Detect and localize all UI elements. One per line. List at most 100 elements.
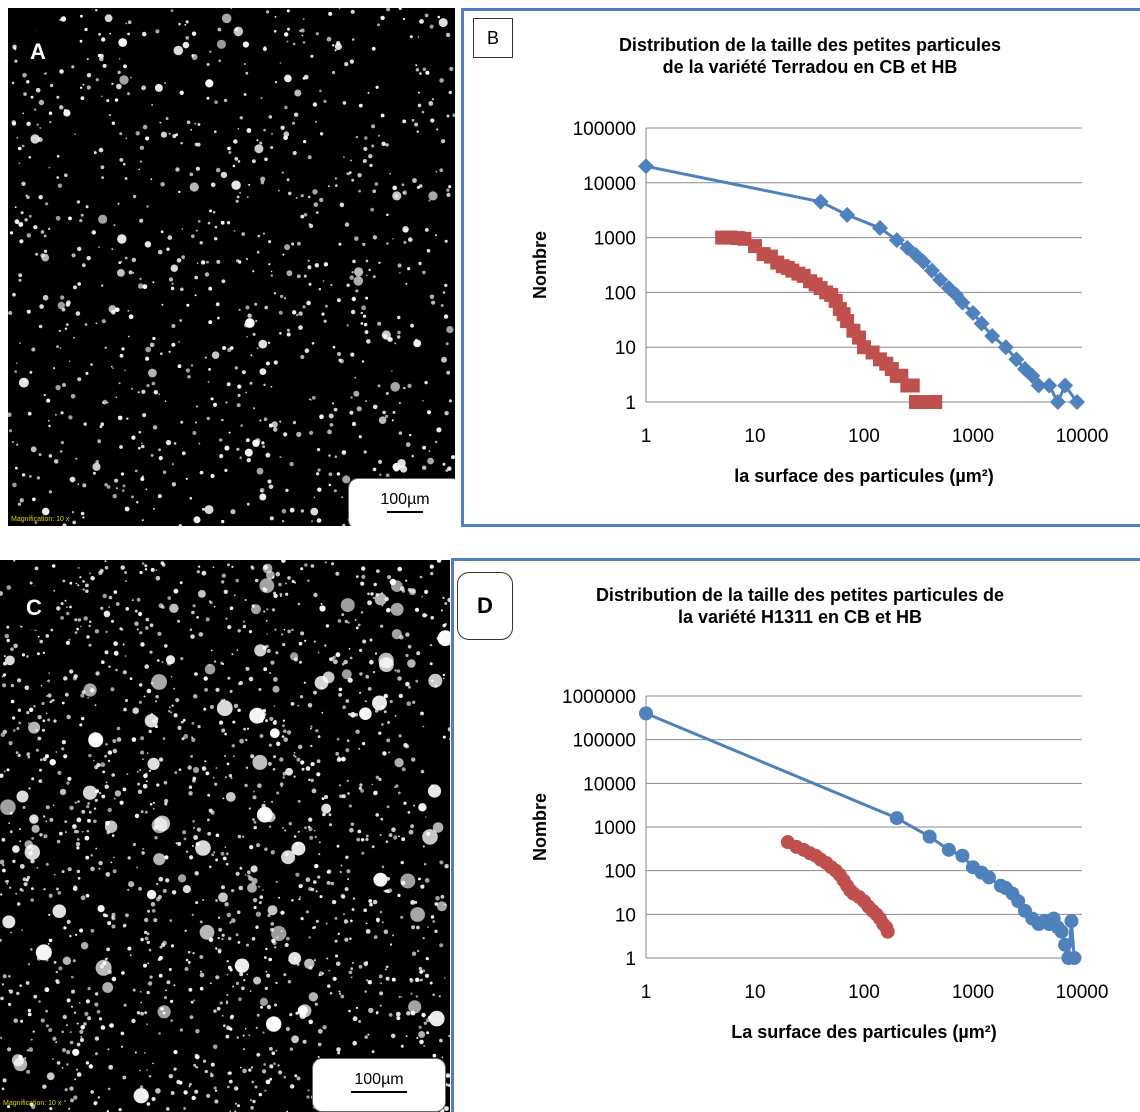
micrograph-c-particle bbox=[310, 725, 313, 728]
micrograph-c-particle bbox=[444, 622, 448, 626]
micrograph-c-particle bbox=[71, 989, 75, 994]
micrograph-c-particle bbox=[164, 644, 168, 648]
micrograph-c-particle bbox=[166, 980, 171, 985]
micrograph-c-particle bbox=[285, 936, 290, 941]
micrograph-c-particle bbox=[287, 629, 291, 634]
micrograph-a-particle bbox=[334, 455, 338, 459]
micrograph-a-particle bbox=[246, 336, 248, 338]
micrograph-c-particle bbox=[16, 727, 20, 730]
micrograph-a-particle bbox=[195, 405, 198, 408]
chart-d-series-0-point bbox=[1011, 894, 1026, 909]
micrograph-a-particle bbox=[372, 404, 378, 410]
micrograph-c-particle bbox=[262, 563, 273, 574]
micrograph-c-particle bbox=[167, 596, 171, 600]
micrograph-c-particle bbox=[97, 1096, 101, 1099]
micrograph-c-particle bbox=[123, 707, 127, 712]
micrograph-a-particle bbox=[104, 483, 108, 487]
micrograph-a-particle bbox=[363, 322, 368, 327]
micrograph-c-particle bbox=[170, 1091, 175, 1095]
micrograph-a-particle bbox=[206, 416, 210, 421]
micrograph-c-particle bbox=[258, 1092, 262, 1097]
micrograph-a-particle bbox=[19, 239, 24, 244]
micrograph-a-particle bbox=[98, 214, 108, 224]
micrograph-c-particle bbox=[170, 676, 173, 678]
micrograph-c-particle bbox=[212, 1044, 218, 1050]
micrograph-c-particle bbox=[191, 845, 194, 847]
micrograph-c-particle bbox=[321, 972, 325, 975]
chart-b-series-0-point bbox=[984, 328, 1001, 345]
micrograph-a-particle bbox=[48, 490, 53, 494]
micrograph-c-particle bbox=[253, 976, 262, 985]
micrograph-c-particle bbox=[349, 937, 352, 940]
micrograph-c-particle bbox=[161, 563, 166, 567]
micrograph-c-particle bbox=[261, 808, 266, 813]
micrograph-c-particle bbox=[410, 900, 416, 905]
micrograph-a-particle bbox=[370, 207, 375, 212]
micrograph-a-particle bbox=[264, 157, 268, 162]
micrograph-c-particle bbox=[69, 805, 74, 811]
micrograph-a-particle bbox=[11, 81, 15, 85]
micrograph-a-particle bbox=[59, 450, 63, 453]
chart-d-series-0-point bbox=[639, 706, 653, 721]
micrograph-a-particle bbox=[100, 422, 105, 427]
micrograph-c-particle bbox=[203, 707, 207, 711]
micrograph-c-particle bbox=[121, 971, 125, 975]
micrograph-a-particle bbox=[181, 451, 186, 456]
micrograph-c-particle bbox=[216, 700, 233, 717]
micrograph-a-particle bbox=[155, 29, 160, 34]
micrograph-c-particle bbox=[105, 743, 108, 746]
micrograph-a-particle bbox=[239, 191, 242, 194]
micrograph-a-particle bbox=[124, 177, 128, 180]
micrograph-a-particle bbox=[262, 232, 265, 235]
micrograph-a-particle bbox=[413, 339, 422, 348]
micrograph-a-particle bbox=[218, 59, 221, 63]
micrograph-a-particle bbox=[48, 424, 51, 428]
micrograph-c-particle bbox=[398, 995, 401, 998]
chart-d-y-tick-label: 10 bbox=[615, 905, 636, 926]
micrograph-a-particle bbox=[245, 305, 250, 310]
micrograph-a-particle bbox=[33, 108, 37, 111]
micrograph-a-particle bbox=[282, 253, 285, 256]
micrograph-a-particle bbox=[360, 311, 363, 315]
micrograph-c-particle bbox=[297, 799, 301, 803]
micrograph-a-particle bbox=[279, 62, 282, 64]
micrograph-c-particle bbox=[317, 1028, 323, 1034]
micrograph-a-particle bbox=[187, 375, 191, 379]
micrograph-c-particle bbox=[400, 1044, 404, 1048]
micrograph-c-particle bbox=[120, 1045, 124, 1048]
micrograph-c-particle bbox=[335, 571, 340, 576]
micrograph-a-particle bbox=[164, 82, 167, 84]
micrograph-c-particle bbox=[146, 1069, 149, 1071]
micrograph-c-particle bbox=[398, 734, 402, 738]
micrograph-c-particle bbox=[395, 1011, 401, 1017]
micrograph-c-particle bbox=[250, 754, 255, 759]
micrograph-a-particle bbox=[205, 79, 214, 88]
micrograph-c-particle bbox=[262, 889, 264, 891]
micrograph-c-particle bbox=[98, 860, 103, 866]
micrograph-c-particle bbox=[344, 887, 349, 892]
micrograph-c-particle bbox=[145, 626, 149, 630]
micrograph-a-particle bbox=[75, 311, 81, 316]
micrograph-c-particle bbox=[144, 930, 148, 934]
micrograph-c-particle bbox=[89, 572, 91, 575]
micrograph-a-particle bbox=[170, 286, 175, 291]
micrograph-a-particle bbox=[350, 159, 352, 162]
micrograph-c-particle bbox=[77, 800, 80, 803]
micrograph-c-particle bbox=[301, 767, 305, 771]
micrograph-a-particle bbox=[160, 182, 165, 187]
micrograph-c-particle bbox=[169, 919, 172, 922]
micrograph-a-particle bbox=[392, 410, 396, 414]
micrograph-a-particle bbox=[397, 315, 401, 320]
micrograph-c-particle bbox=[150, 567, 155, 572]
micrograph-c-particle bbox=[265, 947, 268, 951]
micrograph-a-particle bbox=[394, 194, 398, 198]
micrograph-c-particle bbox=[444, 602, 448, 605]
micrograph-c-particle bbox=[300, 760, 305, 765]
micrograph-a-particle bbox=[30, 134, 40, 144]
micrograph-c-particle bbox=[430, 572, 434, 576]
micrograph-c-particle bbox=[0, 893, 3, 896]
micrograph-c-particle bbox=[362, 639, 367, 644]
micrograph-c-particle bbox=[156, 783, 160, 787]
micrograph-a-particle bbox=[208, 286, 213, 291]
